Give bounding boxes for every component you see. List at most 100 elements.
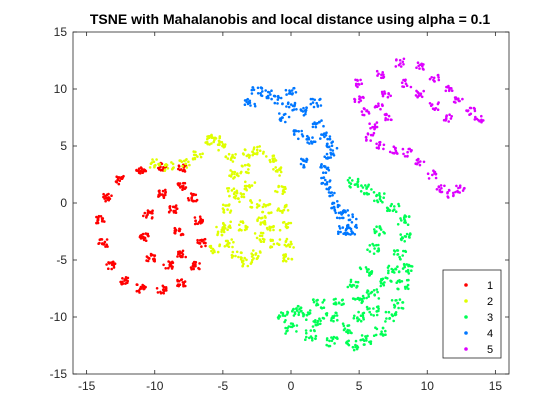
data-point xyxy=(148,257,151,260)
data-point xyxy=(268,225,272,229)
data-point xyxy=(197,266,200,270)
data-point xyxy=(247,184,251,188)
data-point xyxy=(362,113,366,117)
data-point xyxy=(230,189,234,192)
data-point xyxy=(281,314,285,317)
data-point xyxy=(319,319,322,323)
data-point xyxy=(328,186,332,189)
data-point xyxy=(329,148,332,151)
data-point xyxy=(316,298,319,302)
data-point xyxy=(276,94,280,98)
data-point xyxy=(228,174,231,177)
data-point xyxy=(319,137,322,140)
data-point xyxy=(444,89,448,93)
data-point xyxy=(314,337,317,341)
data-point xyxy=(190,197,193,200)
data-point xyxy=(318,98,321,102)
data-point xyxy=(193,222,197,226)
data-point xyxy=(150,161,154,164)
data-point xyxy=(106,196,110,200)
data-point xyxy=(327,344,331,348)
data-point xyxy=(242,195,246,199)
data-point xyxy=(110,261,113,264)
data-point xyxy=(169,209,172,212)
data-point xyxy=(242,153,245,156)
data-point xyxy=(391,314,395,318)
data-point xyxy=(250,88,254,92)
data-point xyxy=(321,316,325,320)
data-point xyxy=(408,236,411,239)
data-point xyxy=(139,172,142,175)
data-point xyxy=(477,118,480,122)
data-point xyxy=(250,92,254,95)
data-point xyxy=(117,178,120,182)
data-point xyxy=(348,283,352,287)
data-point xyxy=(248,99,252,103)
data-point xyxy=(259,239,263,243)
data-point xyxy=(393,205,396,208)
data-point xyxy=(333,191,336,195)
data-point xyxy=(375,193,379,197)
data-point xyxy=(388,150,392,154)
data-point xyxy=(387,264,391,268)
data-point xyxy=(287,115,291,119)
data-point xyxy=(380,277,383,281)
data-point xyxy=(463,186,466,190)
data-point xyxy=(369,127,372,130)
data-point xyxy=(185,166,189,169)
data-point xyxy=(230,238,233,241)
data-point xyxy=(261,231,265,235)
data-point xyxy=(299,108,303,111)
data-point xyxy=(362,96,365,100)
data-point xyxy=(406,150,409,154)
data-point xyxy=(404,78,407,82)
data-point xyxy=(347,324,351,327)
legend-marker-1 xyxy=(464,283,468,287)
data-point xyxy=(365,296,368,300)
data-point xyxy=(357,310,360,314)
data-point xyxy=(218,243,222,246)
data-point xyxy=(338,216,342,220)
axes-background xyxy=(73,32,509,374)
data-point xyxy=(367,183,371,187)
data-point xyxy=(299,162,303,166)
data-point xyxy=(402,63,405,66)
data-point xyxy=(304,329,308,332)
data-point xyxy=(171,162,175,166)
legend-marker-5 xyxy=(464,347,468,351)
data-point xyxy=(274,189,277,193)
data-point xyxy=(279,119,283,122)
data-point xyxy=(155,158,158,161)
data-point xyxy=(342,216,345,220)
data-point xyxy=(107,267,110,271)
data-point xyxy=(282,208,286,212)
data-point xyxy=(286,226,290,229)
data-point xyxy=(212,140,215,144)
data-point xyxy=(434,176,438,180)
data-point xyxy=(216,250,220,254)
data-point xyxy=(260,234,264,238)
data-point xyxy=(104,199,107,203)
data-point xyxy=(290,93,294,96)
data-point xyxy=(200,239,204,243)
data-point xyxy=(402,262,406,266)
data-point xyxy=(375,313,379,317)
data-point xyxy=(346,231,349,235)
data-point xyxy=(347,343,351,347)
data-point xyxy=(282,220,286,224)
data-point xyxy=(297,313,301,317)
data-point xyxy=(298,307,301,311)
data-point xyxy=(299,310,303,313)
data-point xyxy=(256,145,259,149)
data-point xyxy=(461,97,464,101)
data-point xyxy=(359,267,363,271)
data-point xyxy=(269,160,272,164)
data-point xyxy=(415,89,418,93)
data-point xyxy=(437,185,441,189)
data-point xyxy=(194,263,197,266)
data-point xyxy=(210,142,213,145)
data-point xyxy=(363,343,366,346)
data-point xyxy=(416,158,419,162)
data-point xyxy=(296,304,300,308)
data-point xyxy=(383,281,386,284)
